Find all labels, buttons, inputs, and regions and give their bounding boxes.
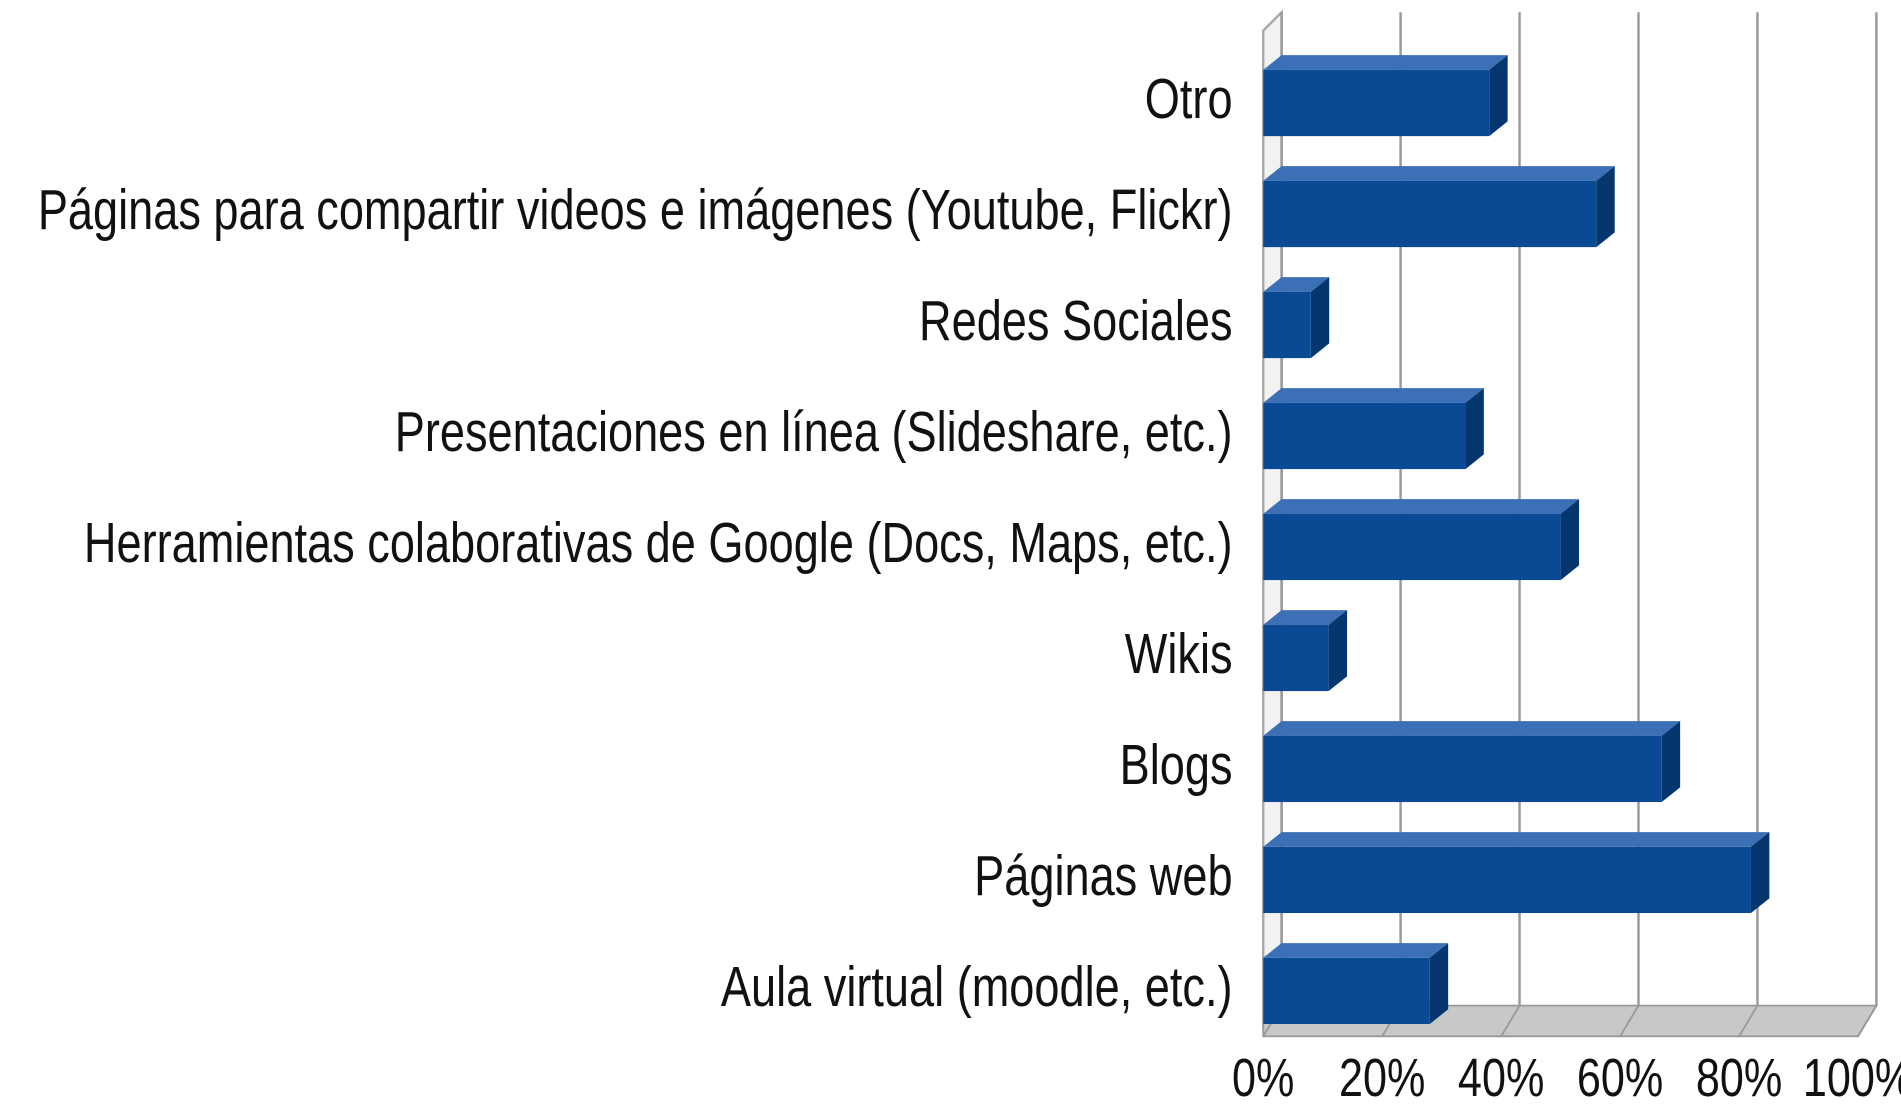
y-tick-label: Páginas web [974, 844, 1232, 907]
grid-floor [1738, 1005, 1759, 1037]
y-tick-label: Herramientas colaborativas de Google (Do… [84, 511, 1233, 574]
bar-front [1263, 291, 1311, 359]
bar-side [1465, 388, 1484, 470]
bar-front [1263, 180, 1597, 248]
bar-side [1429, 943, 1449, 1025]
grid-floor [1857, 1005, 1878, 1037]
x-tick-label: 0% [1232, 1048, 1294, 1108]
bar-side [1328, 610, 1348, 692]
bar [1263, 832, 1770, 914]
bar-front [1263, 513, 1561, 581]
bar-front [1263, 846, 1751, 914]
y-tick-label: Otro [1145, 67, 1233, 130]
bar-side [1560, 499, 1580, 581]
bar-top [1263, 388, 1484, 403]
bar-top [1263, 721, 1681, 736]
bar-top [1263, 55, 1508, 70]
bar-side [1489, 55, 1508, 137]
bar-side [1750, 832, 1770, 914]
bar-top [1263, 943, 1449, 958]
bar [1263, 388, 1484, 470]
bar-front [1263, 402, 1466, 470]
labels: 0% 20% 40% 60% 80% 100% Otro Páginas para compa… [38, 67, 1901, 1108]
x-tick-label: 60% [1577, 1048, 1663, 1108]
bar-side [1596, 166, 1615, 248]
bar [1263, 277, 1330, 359]
bar [1263, 943, 1449, 1025]
y-tick-label: Wikis [1125, 622, 1233, 685]
bar-top [1263, 832, 1770, 847]
bar [1263, 499, 1580, 581]
bar-front [1263, 69, 1490, 137]
bar [1263, 55, 1508, 137]
y-tick-label: Páginas para compartir videos e imágenes… [38, 178, 1233, 241]
bar-side [1310, 277, 1330, 359]
x-tick-label: 80% [1696, 1048, 1782, 1108]
y-tick-label: Presentaciones en línea (Slideshare, etc… [395, 400, 1233, 463]
bar-front [1263, 735, 1662, 803]
bar-front [1263, 957, 1430, 1025]
bar-top [1263, 166, 1615, 181]
y-tick-label: Blogs [1120, 733, 1233, 796]
bar [1263, 721, 1681, 803]
bar-top [1263, 499, 1580, 514]
bar-side [1661, 721, 1681, 803]
bar-top [1263, 610, 1348, 625]
bar [1263, 610, 1348, 692]
grid-floor [1500, 1005, 1521, 1037]
x-tick-label: 40% [1458, 1048, 1544, 1108]
bar-top [1263, 277, 1330, 292]
y-tick-label: Aula virtual (moodle, etc.) [721, 955, 1233, 1018]
bar-front [1263, 624, 1329, 692]
y-tick-label: Redes Sociales [919, 289, 1233, 352]
bar [1263, 166, 1615, 248]
grid-floor [1619, 1005, 1640, 1037]
x-tick-label: 20% [1339, 1048, 1425, 1108]
x-tick-label: 100% [1803, 1048, 1901, 1108]
